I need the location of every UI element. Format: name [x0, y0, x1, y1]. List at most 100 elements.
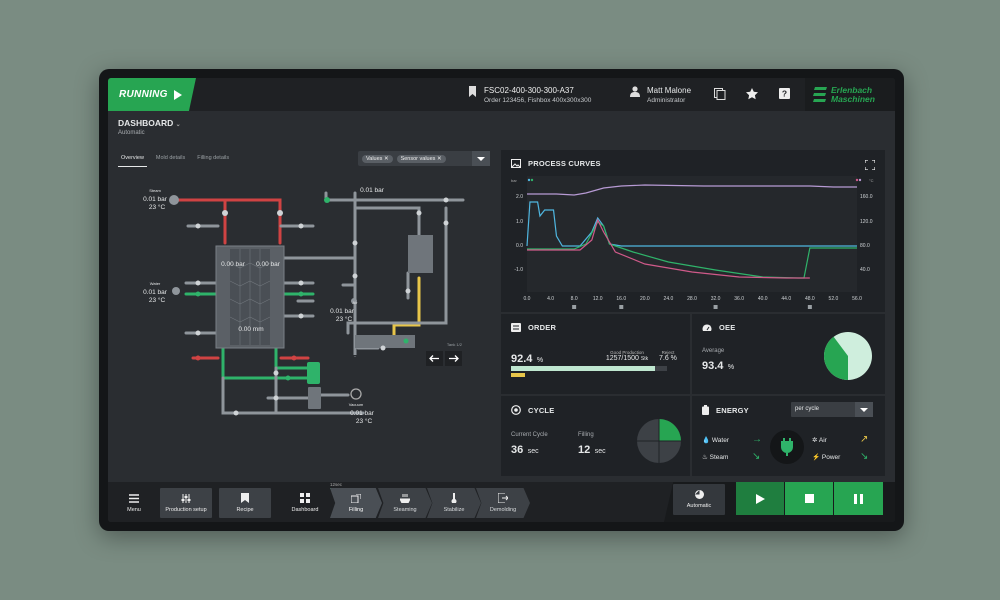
tab-filling-details[interactable]: Filling details [197, 155, 230, 161]
x-tick-label: 32.0 [711, 296, 721, 302]
documents-icon[interactable] [714, 88, 726, 100]
tank[interactable] [408, 235, 433, 273]
filter-dropdown-button[interactable] [472, 151, 490, 166]
oee-average: 93.4 % [702, 356, 734, 374]
user-icon [630, 86, 640, 97]
pipe [353, 206, 421, 240]
arrow-left-icon [429, 355, 439, 362]
legend-dot-cyan [527, 178, 531, 182]
oee-pie-chart [824, 332, 872, 380]
device-frame: RUNNING FSC02-400-300-300-A37 Order 1234… [99, 69, 904, 531]
chevron-icon[interactable]: ⌄ [175, 122, 181, 128]
gauge-icon [702, 324, 712, 331]
current-cycle: 36 sec [511, 440, 539, 458]
recipe-label: Recipe [236, 507, 254, 513]
menu-button[interactable]: Menu [116, 488, 152, 518]
green-pump[interactable] [307, 362, 320, 384]
oee-average-label: Average [702, 348, 725, 354]
recipe-button[interactable]: Recipe [219, 488, 271, 518]
thermometer-icon [451, 493, 457, 503]
power-arrow-icon: ↘ [860, 451, 869, 462]
energy-power: ⚡ Power [812, 453, 840, 461]
stop-button[interactable] [785, 482, 833, 515]
values-filter-select[interactable]: Values ✕ Sensor values ✕ [358, 151, 490, 166]
steam-valves[interactable] [195, 355, 297, 361]
step-filling[interactable]: Filling [330, 488, 382, 518]
stop-icon [804, 494, 814, 503]
energy-steam-label: Steam [709, 454, 729, 461]
process-curves-panel: PROCESS CURVES 2.0 1.0 0.0 -1.0 160.0 120.0 80… [501, 150, 885, 312]
order-percent: 92.4 % [511, 349, 543, 367]
filling-time: 12 sec [578, 440, 606, 458]
order-detail: Order 123456, Fishbox 400x300x300 [484, 97, 592, 104]
valves[interactable] [195, 197, 449, 416]
x-tick-label: 56.0 [852, 296, 862, 302]
user-info[interactable]: Matt Malone Administrator [630, 86, 691, 104]
tank-nav [426, 351, 462, 366]
image-icon [511, 159, 521, 168]
step-demolding-label: Demolding [489, 507, 517, 513]
production-setup-button[interactable]: Production setup [160, 488, 212, 518]
mold-pattern [229, 249, 271, 345]
status-label: RUNNING [119, 89, 168, 100]
legend-dot-green [530, 178, 534, 182]
legend-dot-pink [855, 178, 859, 182]
fill-icon [351, 493, 361, 503]
active-valves[interactable] [195, 197, 409, 381]
oee-pie-slice [824, 336, 848, 380]
bottom-bar: Menu Production setup Recipe Dashboard 1… [108, 482, 895, 522]
star-icon[interactable] [746, 88, 758, 100]
step-demolding[interactable]: Demolding [476, 488, 530, 518]
bookmark-icon [469, 86, 476, 97]
svg-text:?: ? [782, 89, 787, 99]
step-stabilize[interactable]: Stabilize [427, 488, 481, 518]
status-running-badge[interactable]: RUNNING [108, 78, 196, 111]
y-axis-unit-right: °C [869, 178, 874, 183]
air-icon: ✲ [812, 437, 818, 444]
x-tick-label: 36.0 [734, 296, 744, 302]
pause-button[interactable] [834, 482, 883, 515]
energy-select-dropdown[interactable] [855, 402, 873, 417]
step-steaming[interactable]: Steaming [378, 488, 432, 518]
chip-sensor-values[interactable]: Sensor values ✕ [396, 154, 446, 163]
dashboard-button[interactable]: Dashboard [285, 488, 325, 518]
menu-label: Menu [127, 506, 141, 513]
chart-plot-area [527, 176, 857, 292]
water-bar: 0.01 bar [143, 289, 168, 296]
event-marker [713, 305, 718, 309]
order-icon [511, 323, 521, 332]
battery-icon [702, 405, 709, 415]
energy-period-select[interactable]: per cycle [791, 402, 873, 417]
pipe [221, 376, 365, 415]
step-stabilize-label: Stabilize [443, 507, 465, 513]
hamburger-icon [129, 493, 139, 503]
chip-values[interactable]: Values ✕ [362, 154, 393, 163]
play-button[interactable] [736, 482, 784, 515]
energy-title: ENERGY [716, 405, 749, 415]
page-title-text: DASHBOARD [118, 118, 174, 128]
oee-average-unit: % [727, 364, 735, 371]
steam-separator[interactable] [355, 335, 415, 348]
reject-label: Reject [661, 350, 675, 355]
automatic-label: Automatic [686, 503, 712, 509]
order-info[interactable]: FSC02-400-300-300-A37 Order 123456, Fish… [468, 86, 591, 104]
expand-icon[interactable] [865, 160, 875, 170]
x-tick-label: 20.0 [640, 296, 650, 302]
vacuum-pump[interactable] [308, 387, 321, 409]
mold-distance: 0.00 mm [238, 326, 263, 333]
screen: RUNNING FSC02-400-300-300-A37 Order 1234… [108, 78, 895, 522]
brand-line1: Erlenbach [831, 85, 873, 95]
tab-overview[interactable]: Overview [118, 153, 147, 167]
pie-slice [659, 419, 681, 441]
help-icon[interactable]: ? [779, 88, 791, 100]
oee-title: OEE [719, 323, 736, 332]
steam-icon [400, 493, 410, 503]
process-curves-chart: 2.0 1.0 0.0 -1.0 160.0 120.0 80.0 40.0 bar °C 0.0 4… [511, 176, 874, 309]
step-timer: 12sec [330, 482, 343, 489]
steam-bar: 0.01 bar [143, 196, 168, 203]
energy-header: ENERGY [702, 405, 749, 415]
tab-mold-details[interactable]: Mold details [155, 155, 186, 161]
automatic-mode-button[interactable]: Automatic [673, 484, 725, 515]
oee-average-value: 93.4 [702, 360, 724, 372]
current-cycle-value: 36 [511, 444, 524, 456]
